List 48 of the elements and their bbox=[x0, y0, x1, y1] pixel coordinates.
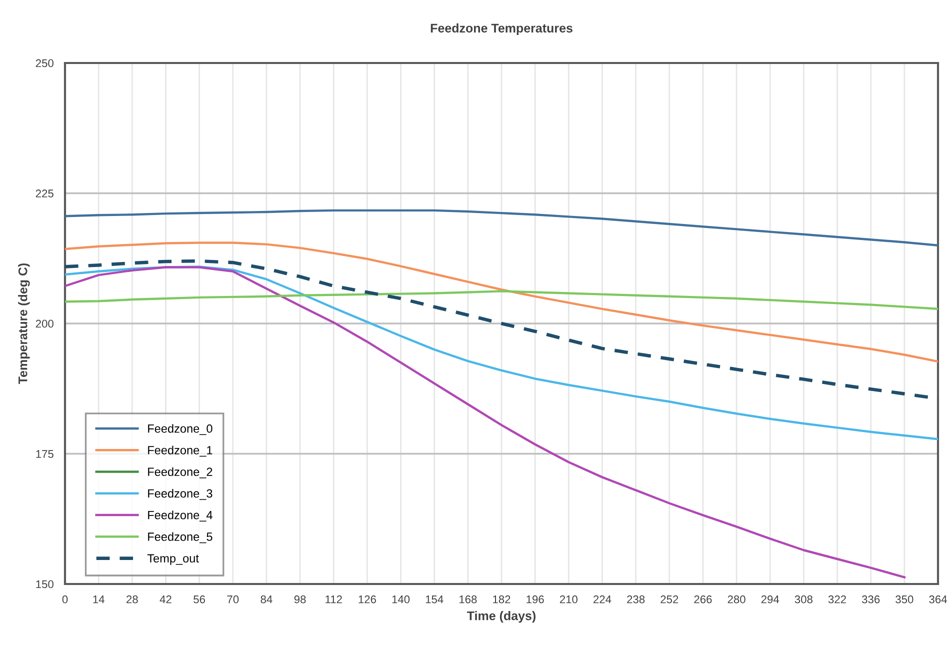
line-series bbox=[65, 266, 906, 578]
x-tick-label: 210 bbox=[560, 595, 578, 604]
x-tick-label: 154 bbox=[426, 596, 444, 604]
line-series bbox=[65, 209, 938, 246]
x-tick-label: 252 bbox=[660, 595, 678, 604]
y-tick-label: 175 bbox=[36, 450, 54, 458]
line-series bbox=[65, 242, 938, 363]
line-series bbox=[65, 266, 938, 440]
x-tick-label: 350 bbox=[896, 595, 914, 604]
chart-title: Feedzone Temperatures bbox=[430, 23, 572, 36]
x-tick-label: 140 bbox=[392, 595, 410, 604]
x-tick-label: 182 bbox=[493, 595, 510, 604]
x-tick-label: 196 bbox=[526, 595, 544, 604]
x-tick-label: 98 bbox=[294, 595, 306, 604]
x-tick-label: 336 bbox=[862, 595, 880, 604]
y-tick-label: 250 bbox=[36, 59, 54, 68]
x-tick-label: 56 bbox=[194, 595, 205, 604]
legend-label: Feedzone_0 bbox=[148, 424, 212, 435]
x-tick-label: 14 bbox=[93, 596, 104, 604]
x-axis-title: Time (days) bbox=[467, 611, 536, 623]
legend-label: Temp_out bbox=[147, 554, 199, 565]
x-tick-label: 70 bbox=[227, 595, 239, 604]
legend-label: Feedzone_1 bbox=[148, 446, 212, 457]
x-tick-label: 168 bbox=[460, 595, 477, 604]
x-tick-label: 266 bbox=[694, 595, 712, 604]
x-tick-label: 84 bbox=[260, 595, 272, 604]
y-tick-label: 150 bbox=[36, 580, 54, 588]
x-tick-label: 28 bbox=[126, 595, 138, 604]
y-tick-label: 200 bbox=[36, 320, 54, 328]
legend-label: Feedzone_5 bbox=[148, 532, 212, 544]
x-tick-label: 294 bbox=[761, 595, 780, 604]
x-tick-label: 238 bbox=[627, 595, 645, 604]
y-tick-label: 225 bbox=[36, 190, 54, 198]
y-axis-title: Temperature (deg C) bbox=[18, 263, 30, 384]
x-tick-label: 0 bbox=[62, 595, 68, 604]
x-tick-label: 322 bbox=[828, 595, 846, 604]
x-tick-label: 364 bbox=[929, 595, 947, 604]
legend-label: Feedzone_4 bbox=[148, 510, 212, 522]
line-series bbox=[65, 290, 938, 310]
line-series bbox=[65, 259, 938, 400]
x-tick-label: 42 bbox=[160, 595, 172, 604]
x-tick-label: 126 bbox=[358, 595, 376, 604]
x-tick-label: 308 bbox=[794, 595, 812, 604]
x-tick-label: 112 bbox=[326, 595, 342, 604]
legend-label: Feedzone_2 bbox=[148, 467, 212, 478]
x-tick-label: 224 bbox=[594, 595, 612, 604]
x-tick-label: 280 bbox=[728, 595, 746, 604]
legend-label: Feedzone_3 bbox=[148, 488, 212, 500]
